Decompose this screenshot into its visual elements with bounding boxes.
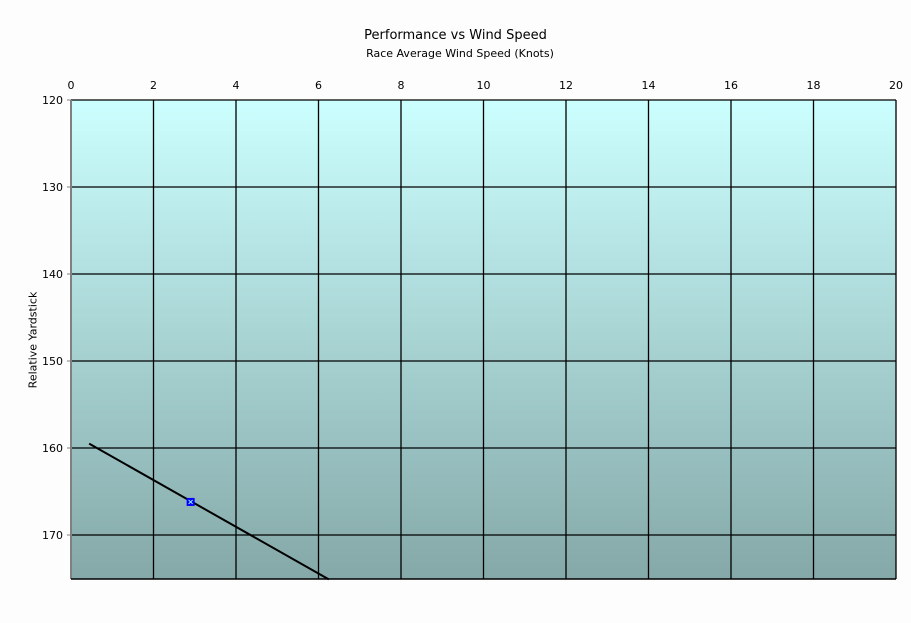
x-tick-label: 14 (642, 79, 656, 92)
grid-lines (71, 99, 897, 579)
y-tick-label: 140 (42, 268, 63, 281)
x-tick-label: 0 (68, 79, 75, 92)
y-tick-label: 120 (42, 94, 63, 107)
data-series (88, 442, 330, 581)
x-tick-label: 4 (233, 79, 240, 92)
y-tick-label: 130 (42, 181, 63, 194)
x-axis-label: Race Average Wind Speed (Knots) (366, 47, 554, 60)
chart-title: Performance vs Wind Speed (364, 28, 547, 43)
x-tick-label: 18 (807, 79, 821, 92)
x-tick-label: 20 (889, 79, 903, 92)
trend-line (88, 442, 330, 581)
x-tick-label: 10 (477, 79, 491, 92)
y-tick-label: 170 (42, 529, 63, 542)
x-tick-label: 8 (398, 79, 405, 92)
x-tick-label: 16 (724, 79, 738, 92)
y-tick-label: 150 (42, 355, 63, 368)
axis-ticks: 0 2 4 6 8 10 12 14 16 18 20 120 130 140 150 160 170 (42, 79, 903, 542)
x-tick-label: 12 (559, 79, 573, 92)
y-tick-label: 160 (42, 442, 63, 455)
x-tick-label: 6 (315, 79, 322, 92)
x-tick-label: 2 (150, 79, 157, 92)
